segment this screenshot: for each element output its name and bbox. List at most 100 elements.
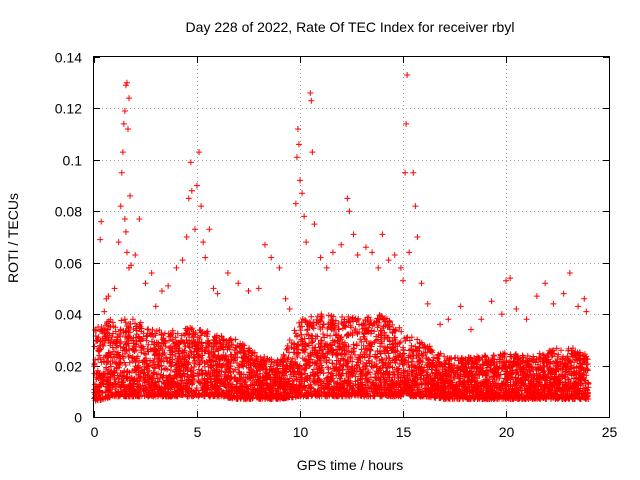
data-point	[126, 359, 133, 366]
x-tick-label: 5	[194, 424, 202, 440]
data-point	[149, 326, 156, 333]
data-point	[99, 377, 106, 384]
data-point	[442, 360, 449, 367]
data-point	[164, 366, 171, 373]
data-point	[175, 339, 182, 346]
data-point	[187, 324, 194, 331]
data-point	[177, 377, 184, 384]
data-point	[142, 351, 149, 358]
data-point	[155, 383, 162, 390]
data-point	[117, 333, 124, 340]
data-point	[155, 347, 162, 354]
data-point	[197, 332, 204, 339]
x-tick-label: 0	[91, 424, 99, 440]
data-point	[158, 332, 165, 339]
data-point	[180, 382, 187, 389]
data-point	[102, 333, 109, 340]
data-point	[107, 354, 114, 361]
data-point	[145, 341, 152, 348]
data-point	[167, 333, 174, 340]
data-point	[177, 368, 184, 375]
data-point	[101, 333, 108, 340]
data-point	[142, 387, 149, 394]
data-point	[185, 387, 192, 394]
y-tick-label: 0.06	[55, 256, 82, 272]
data-point	[191, 357, 198, 364]
data-point	[112, 390, 119, 397]
data-point	[107, 363, 114, 370]
data-point	[192, 331, 199, 338]
data-point	[129, 316, 136, 323]
data-point	[138, 325, 145, 332]
data-point	[100, 330, 107, 337]
data-point	[159, 346, 166, 353]
data-point	[138, 343, 145, 350]
data-point	[309, 339, 316, 346]
data-point	[127, 374, 134, 381]
data-point	[161, 349, 168, 356]
data-point	[104, 376, 111, 383]
data-point	[141, 379, 148, 386]
data-point	[129, 387, 136, 394]
data-point	[187, 348, 194, 355]
data-point	[110, 368, 117, 375]
data-point	[149, 375, 156, 382]
data-point	[95, 334, 102, 341]
data-point	[113, 360, 120, 367]
data-point	[167, 354, 174, 361]
data-point	[175, 347, 182, 354]
x-axis-label: GPS time / hours	[297, 457, 404, 473]
data-point	[121, 367, 128, 374]
data-point	[147, 358, 154, 365]
data-point	[103, 383, 110, 390]
data-point	[178, 378, 185, 385]
data-point	[367, 346, 374, 353]
y-tick-label: 0.04	[55, 307, 82, 323]
data-point	[100, 358, 107, 365]
data-point	[284, 345, 291, 352]
data-point	[120, 379, 127, 386]
data-point	[93, 327, 100, 334]
data-point	[152, 379, 159, 386]
data-point	[129, 368, 136, 375]
data-point	[186, 354, 193, 361]
data-point	[145, 348, 152, 355]
data-point	[105, 336, 112, 343]
data-point	[137, 338, 144, 345]
data-point	[112, 379, 119, 386]
data-point	[125, 325, 132, 332]
data-point	[173, 392, 180, 399]
data-point	[107, 388, 114, 395]
data-point	[280, 351, 287, 358]
data-point	[158, 357, 165, 364]
data-point	[140, 370, 147, 377]
data-point	[176, 387, 183, 394]
data-point	[189, 380, 196, 387]
data-point	[125, 385, 132, 392]
data-point	[320, 331, 327, 338]
data-point	[123, 368, 130, 375]
data-point	[329, 360, 336, 367]
data-point	[169, 359, 176, 366]
data-point	[99, 341, 106, 348]
data-point	[160, 379, 167, 386]
data-point	[159, 375, 166, 382]
data-point	[166, 347, 173, 354]
data-point	[119, 353, 126, 360]
data-point	[103, 320, 110, 327]
data-point	[373, 354, 380, 361]
data-point	[112, 328, 119, 335]
x-tick-label: 20	[499, 424, 515, 440]
data-point	[146, 381, 153, 388]
data-point	[114, 336, 121, 343]
data-point	[147, 392, 154, 399]
data-point	[117, 327, 124, 334]
x-tick-label: 25	[602, 424, 618, 440]
data-point	[121, 359, 128, 366]
data-point	[135, 384, 142, 391]
data-point	[167, 393, 174, 400]
data-point	[154, 350, 161, 357]
data-point	[190, 390, 197, 397]
data-point	[103, 364, 110, 371]
